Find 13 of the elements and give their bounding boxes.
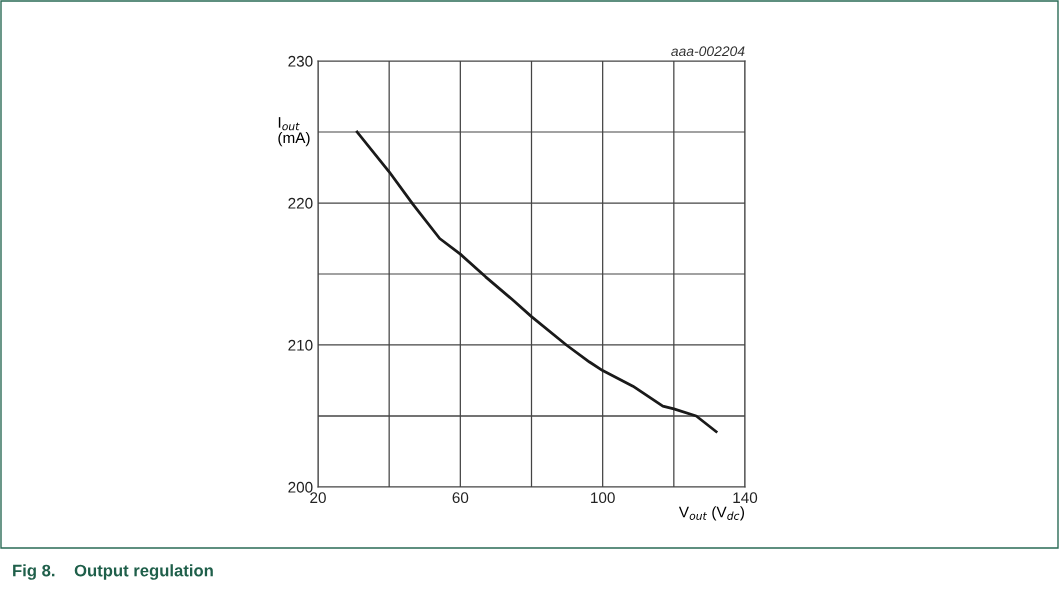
y-tick-label: 220 (288, 197, 313, 209)
x-axis-title: V$_{out}$ (V$_{dc}$) (678, 506, 745, 521)
y-axis-title: I$_{out}$ (mA) (278, 117, 310, 147)
line-series (355, 130, 718, 434)
text: Fig 8. Output regulation (13, 564, 213, 580)
text: aaa-002204 (671, 46, 745, 57)
y-tick-label: 200 (288, 481, 313, 493)
x-tick-label: 20 (310, 492, 326, 504)
y-tick-label: 210 (288, 339, 313, 351)
x-tick-label: 140 (733, 492, 758, 504)
x-tick-label: 60 (452, 492, 469, 504)
x-tick-label: 100 (591, 492, 615, 504)
y-tick-label: 230 (288, 55, 313, 67)
